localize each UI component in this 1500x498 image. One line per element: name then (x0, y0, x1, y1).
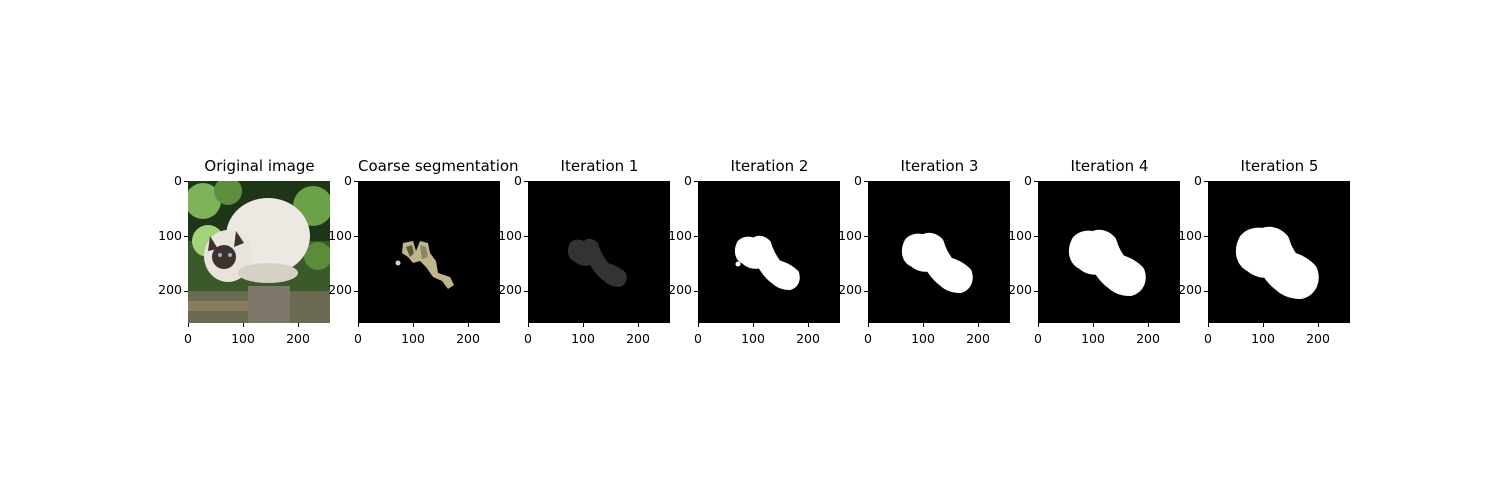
mask-image (698, 181, 840, 323)
x-tick-label: 0 (864, 331, 872, 346)
x-tick-label: 200 (626, 331, 650, 346)
y-tick-label: 200 (328, 282, 352, 297)
y-tick-label: 100 (668, 228, 692, 243)
x-tick-label: 100 (231, 331, 255, 346)
y-tick-label: 200 (1008, 282, 1032, 297)
x-tick-label: 100 (571, 331, 595, 346)
x-tick-label: 200 (456, 331, 480, 346)
x-tick-label: 100 (911, 331, 935, 346)
y-tick-label: 200 (498, 282, 522, 297)
y-tick-label: 0 (684, 173, 692, 188)
x-tick-label: 100 (1081, 331, 1105, 346)
x-tick-label: 0 (524, 331, 532, 346)
y-tick-label: 0 (174, 173, 182, 188)
x-tick-label: 100 (1251, 331, 1275, 346)
panel-title: Iteration 4 (1070, 157, 1149, 175)
y-tick-label: 0 (1194, 173, 1202, 188)
panel-coarse: Coarse segmentation 0 100 200 0 100 200 (328, 155, 528, 355)
panel-iteration-3: Iteration 3 0 100 200 0 100 200 (838, 155, 1038, 355)
y-tick-label: 100 (498, 228, 522, 243)
x-tick-label: 200 (1136, 331, 1160, 346)
x-tick-label: 200 (286, 331, 310, 346)
y-tick-label: 200 (1178, 282, 1202, 297)
panel-title: Iteration 3 (900, 157, 979, 175)
coarse-image (358, 181, 500, 323)
x-tick-label: 0 (694, 331, 702, 346)
mask-image (1038, 181, 1180, 323)
panel-iteration-5: Iteration 5 0 100 200 0 100 200 (1178, 155, 1378, 355)
mask-blob (901, 232, 973, 293)
y-tick-label: 100 (1178, 228, 1202, 243)
x-tick-label: 0 (1204, 331, 1212, 346)
x-tick-label: 100 (401, 331, 425, 346)
panel-title: Original image (204, 157, 315, 175)
y-tick-label: 100 (158, 228, 182, 243)
x-tick-label: 200 (1306, 331, 1330, 346)
y-tick-label: 100 (838, 228, 862, 243)
panel-iteration-4: Iteration 4 0 100 200 0 100 200 (1008, 155, 1208, 355)
y-tick-label: 0 (514, 173, 522, 188)
mask-blob (1235, 226, 1319, 299)
y-tick-label: 200 (158, 282, 182, 297)
y-tick-label: 100 (1008, 228, 1032, 243)
y-tick-label: 200 (838, 282, 862, 297)
original-image (188, 181, 330, 323)
mask-dot (735, 261, 741, 267)
x-tick-label: 0 (1034, 331, 1042, 346)
mask-image (1208, 181, 1350, 323)
y-tick-label: 0 (344, 173, 352, 188)
panel-title: Coarse segmentation (358, 157, 519, 175)
y-tick-label: 0 (854, 173, 862, 188)
x-tick-label: 200 (966, 331, 990, 346)
mask-blob (1068, 229, 1146, 296)
panel-title: Iteration 2 (730, 157, 809, 175)
y-tick-label: 200 (668, 282, 692, 297)
panel-original: Original image (158, 155, 358, 355)
mask-blob (734, 235, 800, 290)
panel-title: Iteration 5 (1240, 157, 1319, 175)
x-tick-label: 0 (354, 331, 362, 346)
mask-blob (567, 238, 627, 287)
mask-image (528, 181, 670, 323)
panel-iteration-2: Iteration 2 0 100 200 0 100 200 (668, 155, 868, 355)
mask-image (868, 181, 1010, 323)
panel-title: Iteration 1 (560, 157, 639, 175)
y-tick-label: 100 (328, 228, 352, 243)
x-tick-label: 100 (741, 331, 765, 346)
x-tick-label: 0 (184, 331, 192, 346)
panel-iteration-1: Iteration 1 0 100 200 0 100 200 (498, 155, 698, 355)
x-tick-label: 200 (796, 331, 820, 346)
y-tick-label: 0 (1024, 173, 1032, 188)
